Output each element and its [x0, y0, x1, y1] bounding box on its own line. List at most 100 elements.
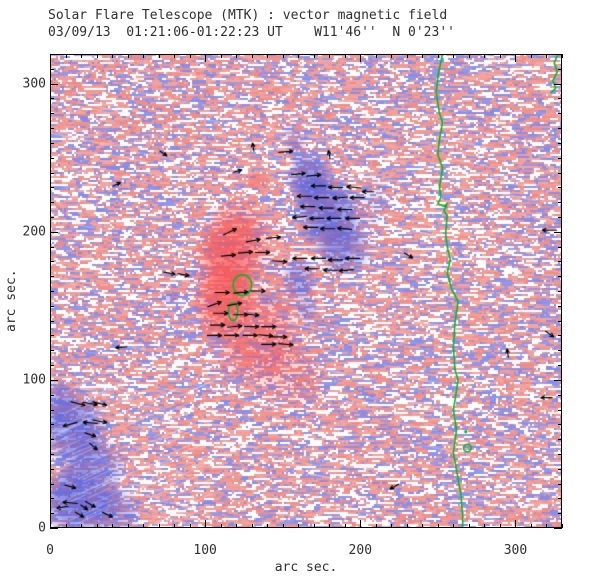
tick-mark	[391, 524, 392, 528]
tick-mark	[50, 128, 54, 129]
tick-mark	[558, 143, 562, 144]
tick-mark	[314, 524, 315, 528]
tick-mark	[558, 217, 562, 218]
x-axis-label: arc sec.	[274, 560, 338, 575]
tick-mark	[50, 520, 51, 528]
tick-mark	[469, 54, 470, 58]
tick-mark	[97, 524, 98, 528]
y-tick-label: 200	[22, 224, 46, 240]
tick-mark	[50, 513, 54, 514]
tick-mark	[50, 395, 54, 396]
tick-mark	[205, 54, 206, 62]
tick-mark	[50, 187, 54, 188]
tick-mark	[345, 54, 346, 58]
tick-mark	[558, 173, 562, 174]
tick-mark	[50, 291, 54, 292]
tick-mark	[500, 524, 501, 528]
tick-mark	[558, 395, 562, 396]
tick-mark	[112, 524, 113, 528]
tick-mark	[50, 232, 58, 233]
tick-mark	[143, 54, 144, 58]
tick-mark	[50, 321, 54, 322]
tick-mark	[531, 54, 532, 58]
tick-mark	[407, 524, 408, 528]
tick-mark	[558, 247, 562, 248]
tick-mark	[205, 520, 206, 528]
tick-mark	[190, 54, 191, 58]
tick-mark	[558, 128, 562, 129]
tick-mark	[558, 410, 562, 411]
tick-mark	[174, 524, 175, 528]
x-tick-label: 0	[46, 543, 54, 558]
tick-mark	[453, 524, 454, 528]
tick-mark	[558, 469, 562, 470]
tick-mark	[558, 291, 562, 292]
tick-mark	[558, 113, 562, 114]
tick-mark	[562, 54, 563, 58]
tick-mark	[298, 524, 299, 528]
tick-mark	[50, 54, 51, 62]
y-tick-label: 300	[22, 76, 46, 92]
tick-mark	[554, 528, 562, 529]
x-tick-label: 300	[503, 543, 528, 558]
tick-mark	[558, 365, 562, 366]
tick-mark	[50, 424, 54, 425]
tick-mark	[515, 54, 516, 62]
tick-mark	[81, 54, 82, 58]
tick-mark	[558, 350, 562, 351]
tick-mark	[558, 54, 562, 55]
tick-mark	[558, 306, 562, 307]
tick-mark	[159, 524, 160, 528]
figure-title: Solar Flare Telescope (MTK) : vector mag…	[48, 8, 448, 23]
tick-mark	[50, 261, 54, 262]
tick-mark	[50, 350, 54, 351]
tick-mark	[546, 54, 547, 58]
tick-mark	[558, 439, 562, 440]
tick-mark	[558, 98, 562, 99]
tick-mark	[50, 410, 54, 411]
tick-mark	[360, 54, 361, 62]
tick-mark	[143, 524, 144, 528]
y-axis-label: arc sec.	[4, 269, 19, 332]
tick-mark	[558, 158, 562, 159]
tick-mark	[50, 484, 54, 485]
tick-mark	[558, 321, 562, 322]
tick-mark	[314, 54, 315, 58]
tick-mark	[252, 524, 253, 528]
tick-mark	[174, 54, 175, 58]
tick-mark	[422, 524, 423, 528]
tick-mark	[97, 54, 98, 58]
tick-mark	[422, 54, 423, 58]
tick-mark	[558, 202, 562, 203]
figure-subtitle: 03/09/13 01:21:06-01:22:23 UT W11'46'' N…	[48, 25, 455, 40]
tick-mark	[221, 524, 222, 528]
tick-mark	[558, 424, 562, 425]
tick-mark	[329, 54, 330, 58]
tick-mark	[558, 498, 562, 499]
tick-mark	[484, 524, 485, 528]
tick-mark	[558, 261, 562, 262]
tick-mark	[50, 69, 54, 70]
tick-mark	[283, 524, 284, 528]
tick-mark	[558, 187, 562, 188]
tick-mark	[50, 84, 58, 85]
tick-mark	[558, 276, 562, 277]
tick-mark	[112, 54, 113, 58]
tick-mark	[50, 380, 58, 381]
tick-mark	[558, 513, 562, 514]
tick-mark	[267, 54, 268, 58]
tick-mark	[453, 54, 454, 58]
tick-mark	[50, 276, 54, 277]
tick-mark	[236, 54, 237, 58]
tick-mark	[66, 524, 67, 528]
magnetogram-canvas	[50, 54, 562, 528]
tick-mark	[50, 54, 54, 55]
tick-mark	[128, 524, 129, 528]
tick-mark	[50, 158, 54, 159]
tick-mark	[50, 498, 54, 499]
tick-mark	[283, 54, 284, 58]
tick-mark	[407, 54, 408, 58]
tick-mark	[546, 524, 547, 528]
tick-mark	[558, 454, 562, 455]
